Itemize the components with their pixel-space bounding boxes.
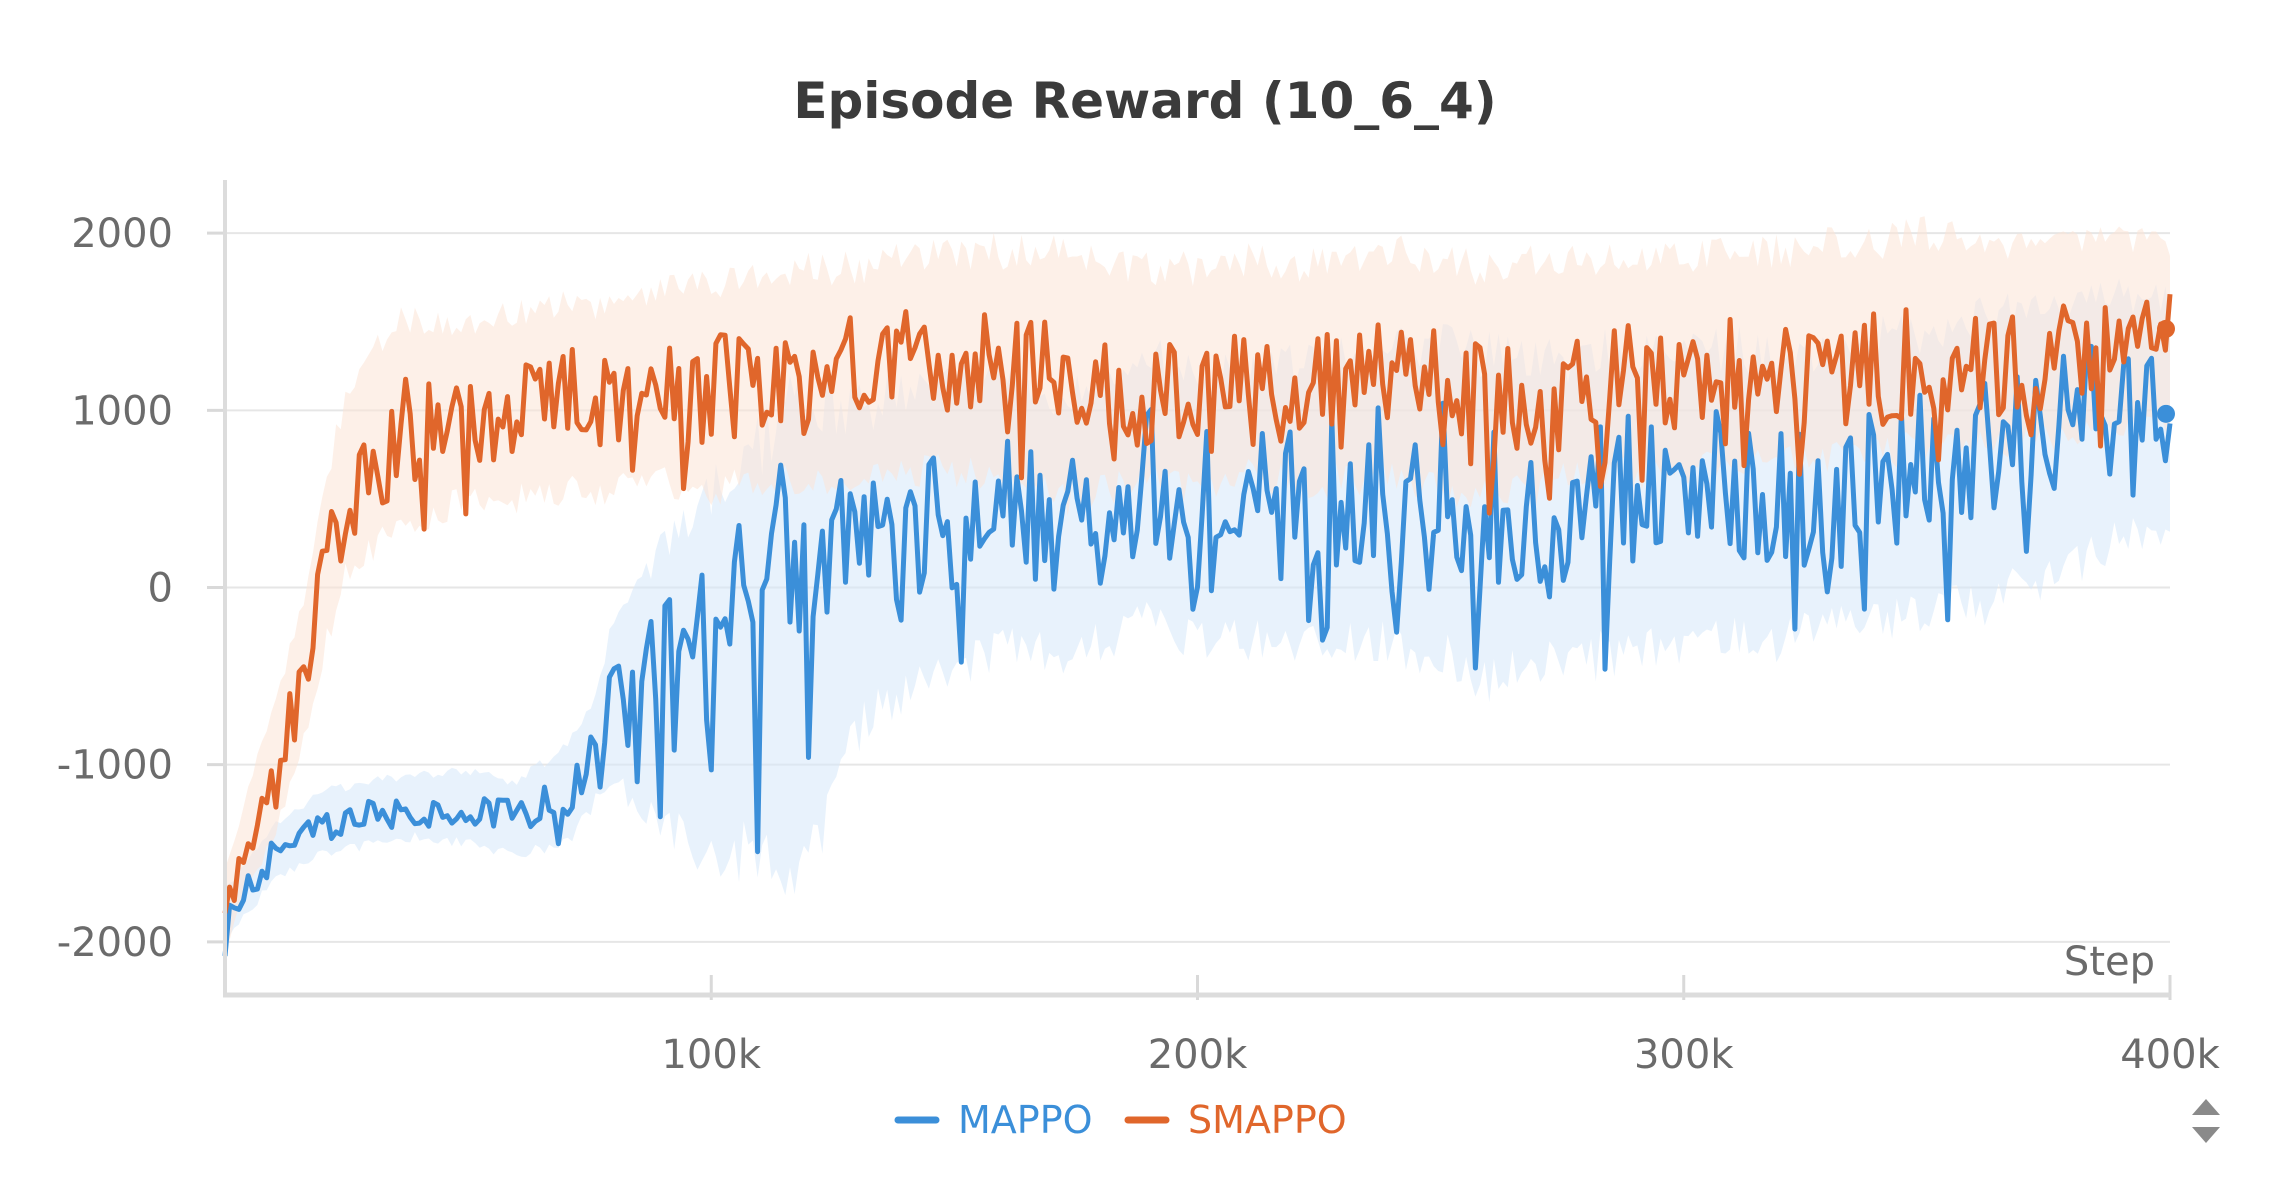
legend[interactable]: MAPPO SMAPPO: [894, 1098, 1347, 1142]
y-tick-label: 2000: [71, 211, 173, 257]
x-axis-label: Step: [2064, 939, 2155, 985]
legend-label: MAPPO: [958, 1098, 1093, 1142]
sort-arrows-icon[interactable]: [2192, 1099, 2220, 1143]
series-line-smappo[interactable]: [222, 293, 2173, 914]
axes: [207, 180, 2172, 1000]
series-end-point-smappo[interactable]: [2157, 319, 2175, 338]
series-lines: [222, 293, 2175, 957]
y-tick-label: 0: [148, 566, 173, 612]
x-tick-label: 400k: [2120, 1032, 2220, 1078]
y-tick-label: -2000: [57, 920, 173, 966]
legend-item-mappo[interactable]: MAPPO: [894, 1098, 1093, 1142]
tick-labels: 2000 1000 0 -1000 -2000 100k 200k 300k 400k: [57, 211, 2221, 1078]
legend-label: SMAPPO: [1188, 1098, 1347, 1142]
series-end-point-mappo[interactable]: [2157, 404, 2175, 423]
y-tick-label: -1000: [57, 743, 173, 789]
legend-item-smappo[interactable]: SMAPPO: [1124, 1098, 1347, 1142]
series-line-mappo[interactable]: [222, 343, 2173, 957]
chart-title: Episode Reward (10_6_4): [793, 72, 1496, 130]
y-tick-label: 1000: [71, 388, 173, 434]
x-tick-label: 200k: [1148, 1032, 1248, 1078]
x-tick-label: 300k: [1634, 1032, 1734, 1078]
x-tick-label: 100k: [661, 1032, 761, 1078]
